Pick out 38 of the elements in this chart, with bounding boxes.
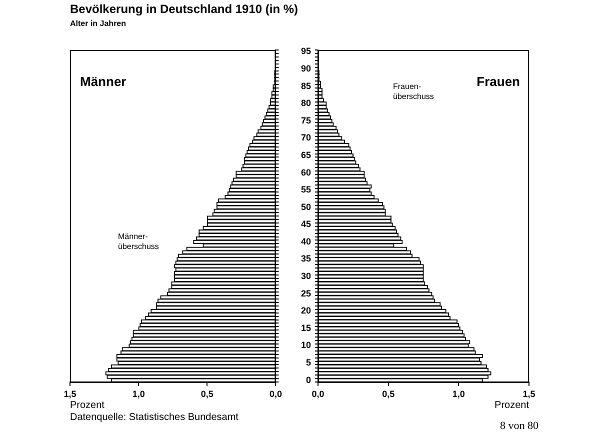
y-tick-label: 0 (306, 374, 311, 385)
y-tick-label: 90 (300, 64, 311, 74)
x-tick-label: 0,5 (382, 388, 395, 399)
y-tick-label: 65 (300, 150, 311, 160)
y-tick-label: 80 (300, 98, 311, 108)
x-tick-label: 0,5 (200, 388, 214, 399)
x-tick-label: 1,0 (452, 388, 465, 399)
y-tick-label: 50 (300, 202, 311, 212)
y-tick-label: 25 (300, 288, 311, 298)
y-tick-label: 35 (300, 254, 311, 264)
annotation: Frauen (476, 74, 520, 89)
y-tick-label: 75 (300, 115, 311, 126)
text: 8 von 80 (500, 420, 538, 432)
annotation: Männer- überschuss (118, 232, 159, 252)
x-tick-label: 1,5 (64, 388, 76, 399)
x-axis-title: Prozent (494, 400, 529, 411)
x-tick-label: 1,0 (132, 388, 145, 399)
x-tick-label: 0,0 (269, 388, 282, 399)
y-tick-label: 30 (300, 271, 311, 282)
x-axis-title: Prozent (70, 400, 104, 411)
x-tick-label: 0,0 (312, 388, 324, 399)
y-axis-title: Alter in Jahren (70, 19, 126, 28)
y-tick-label: 10 (300, 340, 311, 350)
y-tick-label: 5 (306, 357, 311, 368)
y-tick-label: 55 (300, 184, 311, 195)
annotation: Männer (80, 74, 126, 89)
chart-title: Bevölkerung in Deutschland 1910 (in %) (70, 2, 298, 16)
y-tick-label: 45 (300, 219, 311, 230)
y-tick-label: 95 (300, 46, 311, 56)
y-tick-label: 60 (300, 167, 311, 178)
y-tick-label: 40 (300, 236, 311, 246)
y-tick-label: 70 (300, 132, 311, 143)
y-tick-label: 20 (300, 306, 311, 316)
annotation: Frauen- überschuss (393, 82, 434, 102)
x-tick-label: 1,5 (522, 388, 536, 399)
y-tick-label: 15 (300, 322, 311, 333)
text: Datenquelle: Statistisches Bundesamt (70, 412, 238, 423)
y-tick-label: 85 (300, 80, 311, 91)
